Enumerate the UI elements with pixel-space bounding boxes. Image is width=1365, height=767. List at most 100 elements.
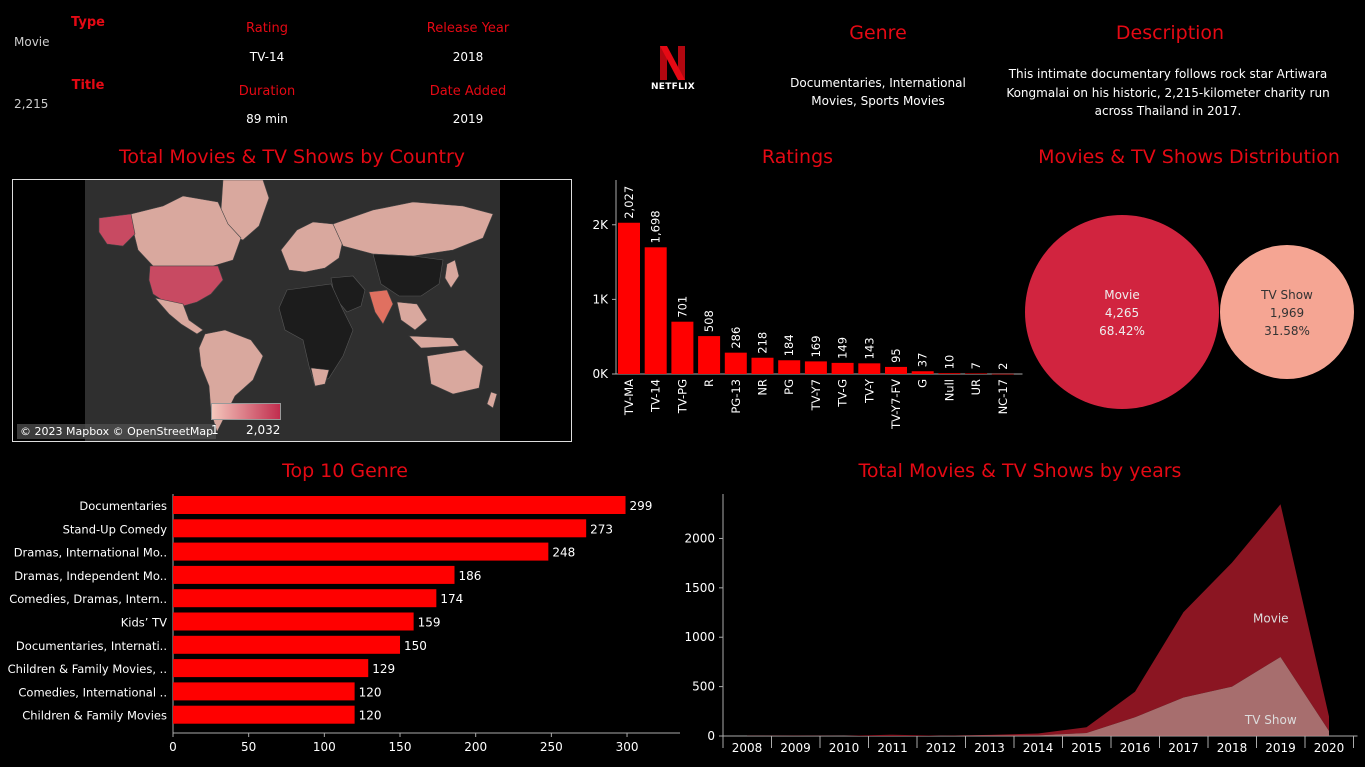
- ratings-bar: [778, 360, 801, 374]
- years-area-movie: [747, 504, 1329, 736]
- date-added-label: Date Added: [429, 84, 507, 99]
- movie-bubble-value: 4,265: [1104, 306, 1140, 320]
- genre-bar: [173, 635, 401, 654]
- ratings-bar: [751, 357, 774, 374]
- genre-bar-value: 174: [440, 592, 463, 606]
- rating-label: Rating: [246, 21, 288, 36]
- ratings-y-tick-label: 0K: [592, 367, 609, 381]
- country-map[interactable]: © 2023 Mapbox © OpenStreetMap 1 2,032: [12, 179, 572, 442]
- ratings-bar-value: 2,027: [622, 186, 636, 219]
- years-x-tick-label: 2013: [974, 741, 1005, 755]
- top-genre-chart: 0 50 100 150 200 250 300 299 Documentaries 273 Sta…: [8, 494, 680, 754]
- genre-bar: [173, 682, 355, 701]
- tvshow-bubble-value: 1,969: [1269, 306, 1305, 320]
- genre-bar: [173, 519, 587, 538]
- movie-bubble[interactable]: Movie 4,265 68.42%: [1025, 215, 1219, 409]
- ratings-x-tick-label: TV-MA: [622, 379, 636, 416]
- genre-bar: [173, 589, 437, 608]
- ratings-x-tick-label: TV-PG: [675, 379, 689, 414]
- map-title: Total Movies & TV Shows by Country: [118, 146, 466, 168]
- ratings-y-tick-label: 1K: [592, 292, 609, 306]
- top-genre-title: Top 10 Genre: [282, 460, 408, 482]
- release-year-label: Release Year: [426, 21, 510, 36]
- genre-x-tick-label: 50: [241, 740, 256, 754]
- genre-category-label: Documentaries: [79, 499, 167, 513]
- years-x-tick-label: 2017: [1168, 741, 1199, 755]
- ratings-bar-value: 286: [729, 327, 743, 349]
- genre-category-label: Kids’ TV: [121, 616, 167, 630]
- ratings-bar-value: 2: [996, 363, 1010, 370]
- genre-bar-value: 273: [590, 522, 613, 536]
- ratings-x-tick-label: G: [916, 379, 930, 388]
- genre-bar: [173, 542, 549, 561]
- ratings-bar-value: 1,698: [649, 210, 663, 243]
- ratings-bar: [804, 361, 827, 374]
- ratings-bar: [698, 336, 721, 374]
- genre-x-tick-label: 150: [389, 740, 412, 754]
- ratings-x-tick-label: NC-17: [996, 379, 1010, 414]
- years-y-tick-label: 500: [692, 680, 715, 694]
- ratings-x-tick-label: NR: [756, 379, 770, 396]
- years-x-tick-label: 2018: [1217, 741, 1248, 755]
- genre-bar-value: 299: [630, 499, 653, 513]
- years-chart: 0 500 1000 1500 2000 2008 2009 2010 2011 2012 2013…: [684, 494, 1358, 755]
- years-x-tick-label: 2016: [1120, 741, 1151, 755]
- rating-value: TV-14: [249, 50, 285, 64]
- genre-x-tick-label: 200: [464, 740, 487, 754]
- genre-x-tick-label: 300: [616, 740, 639, 754]
- ratings-x-tick-label: R: [702, 379, 716, 387]
- genre-category-label: Dramas, International Mo..: [14, 546, 167, 560]
- genre-bar-value: 150: [404, 639, 427, 653]
- ratings-bar-value: 7: [969, 362, 983, 369]
- distribution-title: Movies & TV Shows Distribution: [1038, 146, 1340, 168]
- map-legend-gradient: [211, 403, 281, 420]
- tvshow-bubble-label: TV Show: [1261, 288, 1313, 302]
- duration-label: Duration: [238, 84, 296, 99]
- years-area-tvshow: [747, 656, 1329, 736]
- release-year-value: 2018: [452, 50, 484, 64]
- genre-category-label: Comedies, Dramas, Intern..: [9, 592, 167, 606]
- ratings-bar: [991, 373, 1014, 375]
- ratings-bar-value: 169: [809, 335, 823, 357]
- map-legend-max: 2,032: [246, 423, 281, 437]
- genre-bar-value: 186: [458, 569, 481, 583]
- years-y-tick-label: 2000: [684, 531, 715, 545]
- ratings-y-tick-label: 2K: [592, 218, 609, 232]
- genre-category-label: Children & Family Movies, ..: [8, 662, 167, 676]
- ratings-chart: 0K 1K 2K 2,027 TV-MA 1,698 TV-14 701 TV-PG 508 R 28…: [592, 180, 1023, 430]
- genre-x-tick-label: 0: [169, 740, 177, 754]
- title-value: 2,215: [14, 97, 49, 111]
- ratings-x-tick-label: TV-Y7-FV: [889, 379, 903, 430]
- genre-category-label: Children & Family Movies: [22, 709, 167, 723]
- ratings-bar: [858, 363, 881, 374]
- ratings-bar: [965, 373, 988, 374]
- ratings-bar: [831, 362, 854, 374]
- ratings-bar-value: 184: [782, 334, 796, 356]
- description-label: Description: [1115, 22, 1225, 44]
- map-attribution: © 2023 Mapbox © OpenStreetMap: [17, 424, 217, 439]
- genre-bar: [173, 565, 455, 584]
- movie-bubble-label: Movie: [1104, 288, 1140, 302]
- years-y-tick-label: 1500: [684, 581, 715, 595]
- title-label: Title: [71, 78, 105, 93]
- years-x-tick-label: 2009: [780, 741, 811, 755]
- genre-bar-value: 248: [552, 546, 575, 560]
- ratings-bar-value: 149: [836, 337, 850, 359]
- years-series-label-tvshow: TV Show: [1244, 713, 1297, 727]
- ratings-x-tick-label: PG-13: [729, 379, 743, 414]
- description-value: This intimate documentary follows rock s…: [1006, 67, 1330, 118]
- ratings-x-tick-label: TV-G: [836, 379, 850, 408]
- genre-bar-value: 159: [418, 616, 441, 630]
- map-legend-min: 1: [211, 423, 219, 437]
- tvshow-bubble[interactable]: TV Show 1,969 31.58%: [1220, 245, 1354, 379]
- movie-bubble-pct: 68.42%: [1099, 324, 1145, 338]
- ratings-bar: [644, 247, 667, 374]
- years-y-tick-label: 1000: [684, 630, 715, 644]
- years-y-tick-label: 0: [707, 729, 715, 743]
- years-x-tick-label: 2011: [877, 741, 908, 755]
- ratings-bar: [618, 222, 640, 374]
- type-label: Type: [71, 15, 105, 30]
- ratings-bar-value: 701: [675, 296, 689, 318]
- genre-bar-value: 120: [359, 709, 382, 723]
- genre-bar: [173, 659, 369, 678]
